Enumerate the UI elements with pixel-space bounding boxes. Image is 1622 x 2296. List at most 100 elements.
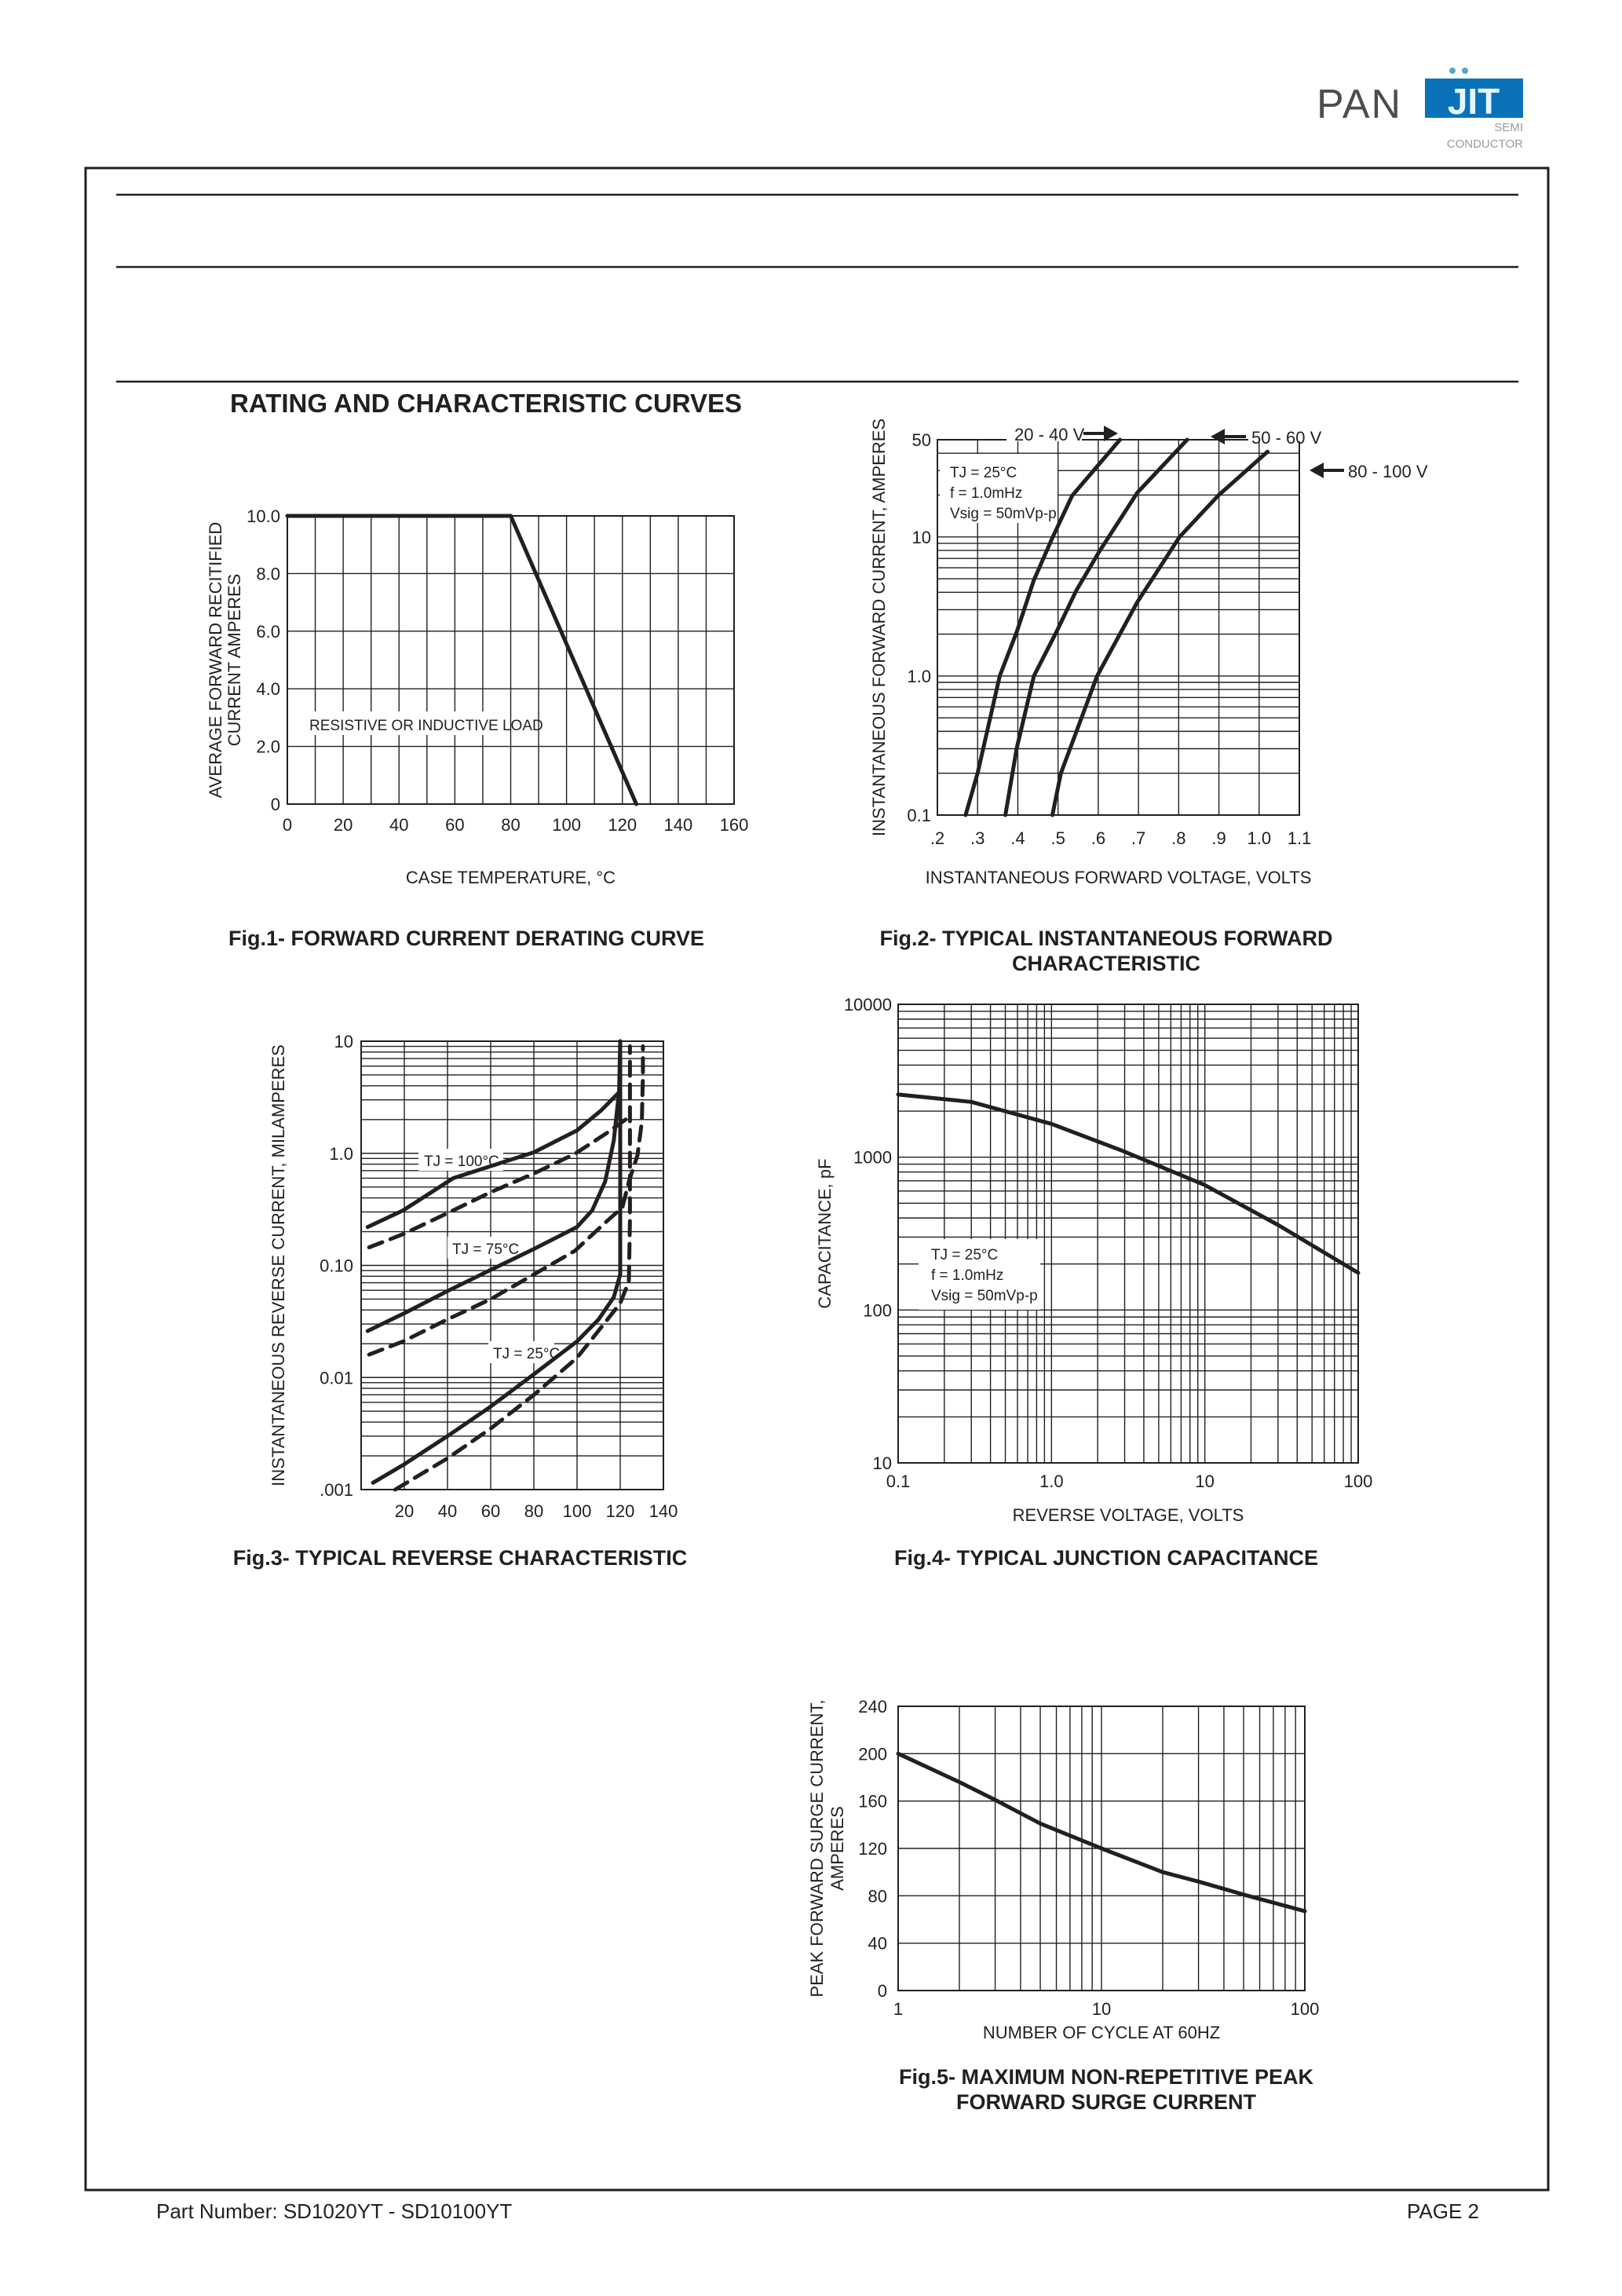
figure-caption: Fig.5- MAXIMUM NON-REPETITIVE PEAK <box>899 2065 1314 2089</box>
x-tick-label: 100 <box>563 1501 592 1521</box>
figure-caption: Fig.4- TYPICAL JUNCTION CAPACITANCE <box>894 1546 1318 1570</box>
y-axis-title: PEAK FORWARD SURGE CURRENT, <box>807 1700 827 1998</box>
logo-text-conductor: CONDUCTOR <box>1447 137 1523 151</box>
annotation-text: TJ = 25°C <box>493 1346 560 1362</box>
chart-fig5: 1 10 100 0 40 80 120 160 200 240 NUMBER OF CYCLE A… <box>807 1697 1319 2114</box>
series-line-1 <box>896 1092 1361 1275</box>
annotation-text: RESISTIVE OR INDUCTIVE LOAD <box>309 718 543 734</box>
logo-badge <box>1425 79 1523 118</box>
footer-page-number: PAGE 2 <box>1407 2199 1479 2223</box>
x-axis-title: INSTANTANEOUS FORWARD VOLTAGE, VOLTS <box>926 868 1312 887</box>
series-line-1 <box>896 1751 1307 1914</box>
y-tick-label: 1000 <box>853 1148 892 1168</box>
annotation-text: Vsig = 50mVp-p <box>950 506 1057 522</box>
x-tick-label: 1.1 <box>1288 828 1312 848</box>
x-tick-label: .2 <box>930 828 944 848</box>
x-tick-label: .7 <box>1131 828 1145 848</box>
plot-frame <box>360 1040 664 1490</box>
chart-fig4: 0.1 1.0 10 100 10 100 1000 10000 REVERSE VOLTAGE… <box>815 995 1372 1570</box>
annotation-box <box>940 454 1058 523</box>
y-tick-label: 0.10 <box>320 1256 353 1276</box>
x-axis-title: NUMBER OF CYCLE AT 60HZ <box>983 2023 1220 2042</box>
x-tick-label: .6 <box>1091 828 1105 848</box>
arrow-head-icon <box>1310 462 1324 478</box>
y-tick-label: 200 <box>858 1744 887 1764</box>
figure-caption: Fig.3- TYPICAL REVERSE CHARACTERISTIC <box>233 1546 688 1570</box>
x-axis-title: REVERSE VOLTAGE, VOLTS <box>1013 1505 1244 1525</box>
y-tick-label: 1.0 <box>329 1144 353 1164</box>
annotation-text: f = 1.0mHz <box>950 485 1022 502</box>
chart-fig2: .2 .3 .4 .5 .6 .7 .8 .9 1.0 1.1 0.1 1.0 10 50 INSTANTA… <box>869 419 1428 975</box>
label-mask <box>1006 422 1082 441</box>
y-tick-label: 240 <box>858 1697 887 1717</box>
y-tick-label: 10 <box>334 1032 353 1051</box>
y-tick-label: 8.0 <box>256 564 280 583</box>
y-tick-label: 40 <box>868 1934 887 1954</box>
chart-fig3: 20 40 60 80 100 120 140 .001 0.01 0.10 1.0 10 INSTAN… <box>233 1032 688 1570</box>
x-tick-label: .3 <box>970 828 985 848</box>
figure-caption: Fig.2- TYPICAL INSTANTANEOUS FORWARD <box>879 927 1332 950</box>
label-mask <box>1248 424 1303 441</box>
logo-text-semi: SEMI <box>1494 121 1523 134</box>
figure-caption: CHARACTERISTIC <box>1012 952 1200 975</box>
y-tick-label: 2.0 <box>256 737 280 757</box>
y-tick-label: 0 <box>878 1981 887 2001</box>
series-line-3 <box>365 1039 623 1333</box>
y-axis-title: AMPERES <box>827 1806 847 1891</box>
y-tick-label: 10 <box>912 528 931 547</box>
series-line-1 <box>285 514 638 806</box>
x-tick-label: 160 <box>720 815 749 835</box>
page-border <box>84 166 1550 2192</box>
series-line-1 <box>963 437 1122 817</box>
arrow-head-icon <box>1211 429 1225 444</box>
y-axis-title: CURRENT AMPERES <box>225 574 244 747</box>
y-axis-title: CAPACITANCE, pF <box>815 1158 835 1308</box>
x-tick-label: 80 <box>501 815 520 835</box>
y-tick-label: 50 <box>912 430 931 450</box>
series-line-4-dashed <box>367 1044 645 1357</box>
section-title: RATING AND CHARACTERISTIC CURVES <box>230 389 742 418</box>
logo-text-pan: PAN <box>1317 82 1402 127</box>
x-tick-label: 20 <box>395 1501 414 1521</box>
series-line-5 <box>371 1039 623 1485</box>
x-tick-label: 1 <box>893 1999 903 2019</box>
logo-dot <box>1449 68 1456 74</box>
panjit-logo: PAN JIT SEMI CONDUCTOR <box>1317 68 1523 151</box>
series-line-1 <box>365 1090 622 1230</box>
y-tick-label: 1.0 <box>907 667 931 686</box>
x-tick-label: 100 <box>1344 1472 1373 1491</box>
x-tick-label: 0.1 <box>886 1472 911 1491</box>
y-axis-title: INSTANTANEOUS REVERSE CURRENT, MILAMPERE… <box>269 1044 288 1486</box>
y-tick-label: 4.0 <box>256 679 280 699</box>
x-tick-label: .4 <box>1010 828 1025 848</box>
x-tick-label: 0 <box>283 815 292 835</box>
series-label: 80 - 100 V <box>1348 462 1428 481</box>
annotation-text: f = 1.0mHz <box>931 1267 1003 1284</box>
x-tick-label: 140 <box>649 1501 678 1521</box>
series-line-2 <box>1003 437 1189 817</box>
annotation-box <box>306 711 509 735</box>
chart-fig1: 0 20 40 60 80 100 120 140 160 0 2.0 4.0 6.0 8.0 10.0 CA… <box>206 506 748 950</box>
y-tick-label: 100 <box>863 1300 892 1320</box>
y-tick-label: 80 <box>868 1886 887 1906</box>
series-line-6-dashed <box>393 1044 632 1492</box>
annotation-text: Vsig = 50mVp-p <box>931 1288 1038 1304</box>
x-axis-title: CASE TEMPERATURE, °C <box>406 868 616 887</box>
x-tick-label: 40 <box>389 815 408 835</box>
x-tick-label: 1.0 <box>1247 828 1271 848</box>
y-axis-title: AVERAGE FORWARD RECITIFIED <box>206 522 225 799</box>
series-label: 50 - 60 V <box>1251 428 1322 448</box>
annotation-box <box>448 1237 513 1259</box>
plot-frame <box>897 1706 1306 1991</box>
series-line-3 <box>1050 449 1269 817</box>
annotation-text: TJ = 25°C <box>931 1247 998 1263</box>
annotation-box <box>919 1239 1040 1310</box>
series-label: 20 - 40 V <box>1014 425 1085 444</box>
x-tick-label: 10 <box>1092 1999 1111 2019</box>
annotation-text: TJ = 25°C <box>950 465 1017 481</box>
x-tick-label: .9 <box>1211 828 1226 848</box>
y-tick-label: 6.0 <box>256 622 280 642</box>
x-tick-label: 40 <box>438 1501 457 1521</box>
x-tick-label: 10 <box>1195 1472 1214 1491</box>
